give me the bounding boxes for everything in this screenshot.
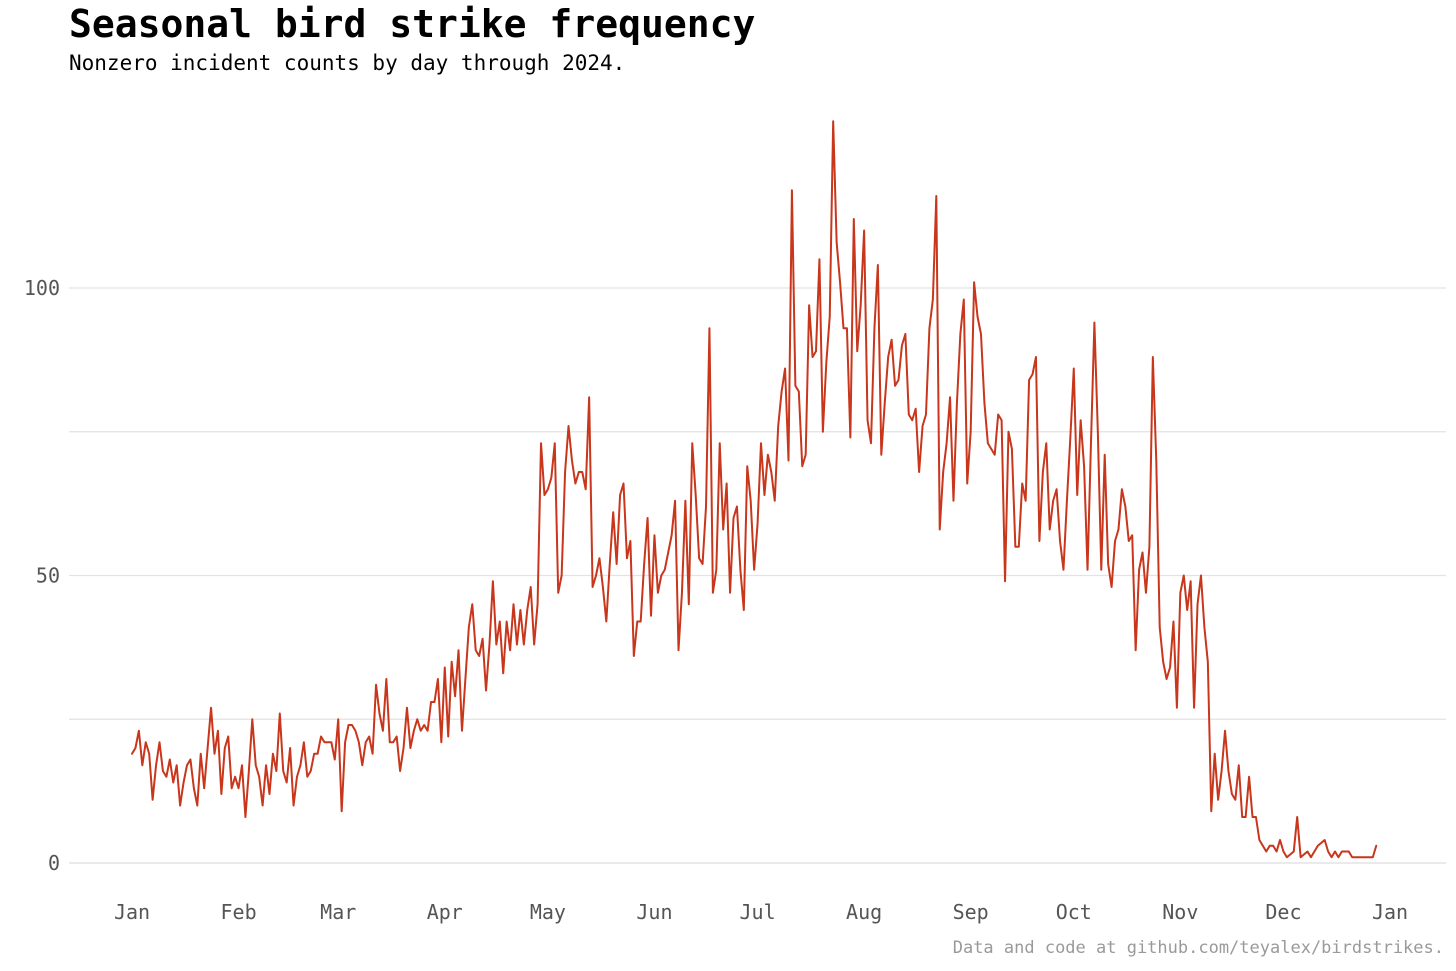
x-tick-label-0: Jan — [114, 900, 150, 924]
x-tick-label-1: Feb — [220, 900, 256, 924]
y-tick-label-100: 100 — [24, 276, 60, 300]
y-tick-label-0: 0 — [48, 851, 60, 875]
x-tick-label-5: Jun — [636, 900, 672, 924]
y-axis-ticks: 0 50 100 — [24, 276, 60, 875]
x-tick-label-8: Sep — [953, 900, 989, 924]
y-tick-label-50: 50 — [36, 564, 60, 588]
x-tick-label-4: May — [530, 900, 566, 924]
x-tick-label-12: Jan — [1372, 900, 1408, 924]
x-axis-ticks: Jan Feb Mar Apr May Jun Jul Aug Sep Oct Nov Dec Jan — [114, 900, 1408, 924]
source-caption: Data and code at github.com/teyalex/bird… — [952, 938, 1444, 958]
x-tick-label-3: Apr — [427, 900, 463, 924]
x-tick-label-2: Mar — [320, 900, 356, 924]
x-tick-label-10: Nov — [1162, 900, 1198, 924]
series-line-0 — [131, 120, 1378, 859]
chart-subtitle: Nonzero incident counts by day through 2… — [69, 51, 626, 75]
series-group — [131, 120, 1378, 859]
x-tick-label-11: Dec — [1265, 900, 1301, 924]
chart-title: Seasonal bird strike frequency — [69, 2, 756, 46]
gridlines — [69, 287, 1446, 864]
x-tick-label-6: Jul — [740, 900, 776, 924]
x-tick-label-9: Oct — [1056, 900, 1092, 924]
x-tick-label-7: Aug — [846, 900, 882, 924]
